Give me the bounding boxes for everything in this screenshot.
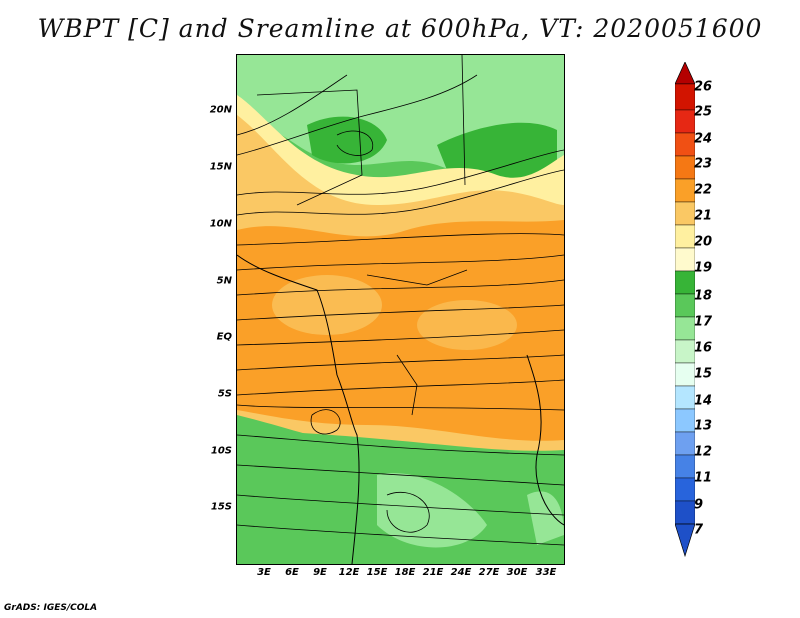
colorbar-label: 20 [694,234,713,250]
footer-credit: GrADS: IGES/COLA [4,603,98,613]
colorbar-label: 18 [694,288,713,304]
lon-label-6e: 6E [285,567,299,578]
colorbar-label: 19 [694,260,713,276]
colorbar-swatch [675,224,695,249]
wbpt-20-patch [272,275,382,335]
lat-label-eq: EQ [216,331,232,343]
colorbar-label: 14 [694,393,713,409]
lat-label-10s: 10S [210,445,232,457]
colorbar-bottom-arrow [675,523,695,558]
wbpt-18-northeast-blob [437,122,557,179]
lon-label-21e: 21E [422,567,444,578]
colorbar-label: 26 [694,79,713,95]
coastline [526,354,564,526]
colorbar-label: 7 [694,522,704,538]
colorbar-label: 24 [694,131,713,147]
lon-label-3e: 3E [257,567,271,578]
colorbar-label: 17 [694,314,713,330]
colorbar-swatch [675,270,695,295]
lon-label-30e: 30E [506,567,528,578]
lat-label-15s: 15S [210,501,232,513]
wbpt-20-patch [417,300,517,350]
lon-label-33e: 33E [535,567,557,578]
colorbar-swatch [675,408,695,433]
colorbar-label: 23 [694,156,713,172]
colorbar-label: 15 [694,366,713,382]
streamlines [237,74,564,546]
colorbar-swatch [675,83,695,111]
colorbar-swatch [675,454,695,479]
colorbar-label: 11 [694,470,713,486]
colorbar-swatch [675,178,695,203]
lat-label-5s: 5S [217,388,232,400]
colorbar-swatch [675,201,695,226]
colorbar-swatch [675,316,695,341]
colorbar-swatch [675,385,695,410]
lon-label-27e: 27E [478,567,500,578]
colorbar-label: 13 [694,418,713,434]
chart-title: WBPT [C] and Sreamline at 600hPa, VT: 20… [37,14,763,43]
lat-label-20n: 20N [209,104,232,116]
lon-label-24e: 24E [450,567,472,578]
colorbar-label: 12 [694,444,713,460]
colorbar-top-arrow [675,62,695,85]
colorbar-swatch [675,339,695,364]
colorbar-swatch [675,500,695,525]
wbpt-16-south-patch [377,473,487,548]
map-svg [237,55,564,564]
colorbar-swatch [675,362,695,387]
colorbar-label: 9 [694,497,704,513]
coastline [237,254,360,564]
lon-label-18e: 18E [394,567,416,578]
wbpt-21-core [237,220,564,441]
lat-label-5n: 5N [216,275,232,287]
lon-label-15e: 15E [366,567,388,578]
country-borders [256,55,468,416]
colorbar-swatch [675,247,695,272]
colorbar-label: 16 [694,340,713,356]
colorbar-swatch [675,155,695,180]
map-panel [236,54,565,565]
lon-label-9e: 9E [313,567,327,578]
wbpt-18-north-blob [307,116,387,164]
colorbar [675,62,695,558]
colorbar-swatch [675,293,695,318]
colorbar-label: 21 [694,208,713,224]
colorbar-swatch [675,477,695,502]
colorbar-swatch [675,132,695,157]
lon-label-12e: 12E [338,567,360,578]
colorbar-label: 22 [694,182,713,198]
colorbar-swatch [675,431,695,456]
lat-label-10n: 10N [209,218,232,230]
lat-label-15n: 15N [209,161,232,173]
colorbar-label: 25 [694,104,713,120]
colorbar-swatch [675,109,695,134]
wbpt-16-south-patch [527,491,564,545]
